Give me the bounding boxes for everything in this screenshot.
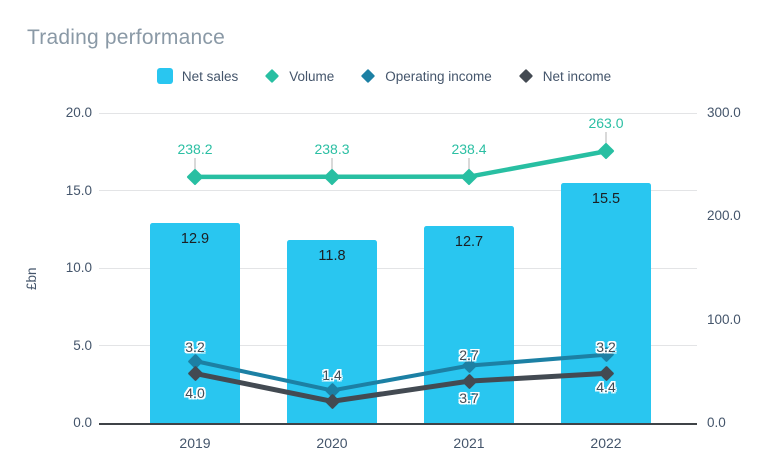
- legend-item-operating-income[interactable]: Operating income: [360, 69, 492, 84]
- chart-legend: Net sales Volume Operating income Net incom…: [0, 68, 768, 84]
- value-label-operating-income: 4.0: [185, 385, 205, 401]
- right-axis-tick-label: 200.0: [707, 208, 741, 224]
- legend-label: Net income: [542, 68, 612, 84]
- value-label-net-income: 3.2: [185, 339, 205, 356]
- legend-square-marker-net-sales: [156, 68, 173, 84]
- x-axis-label: 2019: [179, 435, 211, 451]
- right-axis-tick-label: 0.0: [707, 415, 726, 430]
- value-label-net-income: 2.7: [459, 347, 479, 364]
- value-label-operating-income: 4.4: [596, 378, 616, 395]
- bar-value-label: 11.8: [318, 248, 346, 265]
- value-label-volume: 263.0: [588, 115, 624, 132]
- left-axis-tick-label: 20.0: [65, 105, 92, 120]
- value-label-operating-income: 3.7: [459, 389, 479, 406]
- point-volume-2020[interactable]: [323, 168, 341, 186]
- legend-diamond-marker-net-income: [518, 68, 533, 84]
- gridline: [99, 112, 697, 114]
- bar-value-label: 12.9: [180, 231, 210, 248]
- point-volume-2019[interactable]: [186, 168, 204, 186]
- legend-label: Operating income: [385, 68, 492, 84]
- x-axis-label: 2021: [453, 435, 485, 451]
- value-label-net-income: 1.4: [322, 367, 342, 384]
- label-leader-line: [194, 157, 196, 169]
- legend-diamond-marker-operating-income: [361, 68, 376, 84]
- x-axis-line: [99, 422, 697, 425]
- point-volume-2021[interactable]: [460, 168, 478, 186]
- x-axis-label: 2022: [590, 435, 622, 451]
- legend-item-volume[interactable]: Volume: [264, 69, 334, 84]
- bar-value-label: 15.5: [591, 190, 621, 207]
- label-leader-line: [468, 157, 470, 169]
- left-axis-tick-label: 0.0: [73, 415, 92, 430]
- gridline: [99, 190, 697, 191]
- chart-title: Trading performance: [27, 26, 225, 49]
- value-label-volume: 238.2: [177, 140, 213, 157]
- left-axis-tick-label: 15.0: [65, 182, 92, 198]
- legend-label: Net sales: [181, 68, 239, 84]
- left-axis-tick-label: 5.0: [73, 337, 92, 353]
- line-operating-income: [194, 352, 607, 393]
- label-leader-line: [605, 132, 607, 144]
- legend-label: Volume: [289, 68, 335, 84]
- gridline: [99, 267, 697, 269]
- line-volume: [194, 149, 607, 180]
- line-net-income: [194, 370, 607, 404]
- value-label-volume: 238.4: [451, 140, 487, 157]
- legend-item-net-income[interactable]: Net income: [518, 69, 611, 84]
- right-axis-tick-label: 100.0: [707, 311, 741, 327]
- x-axis-label: 2020: [316, 435, 348, 451]
- value-label-net-income: 3.2: [596, 339, 616, 356]
- legend-diamond-marker-volume: [265, 68, 280, 84]
- gridline: [99, 345, 697, 346]
- label-leader-line: [331, 157, 333, 169]
- right-axis-tick-label: 300.0: [707, 105, 741, 120]
- value-label-volume: 238.3: [314, 140, 350, 157]
- left-axis-tick-label: 10.0: [65, 260, 92, 275]
- point-volume-2022[interactable]: [597, 142, 615, 160]
- bar-value-label: 12.7: [454, 234, 484, 251]
- legend-item-net-sales[interactable]: Net sales: [156, 68, 239, 84]
